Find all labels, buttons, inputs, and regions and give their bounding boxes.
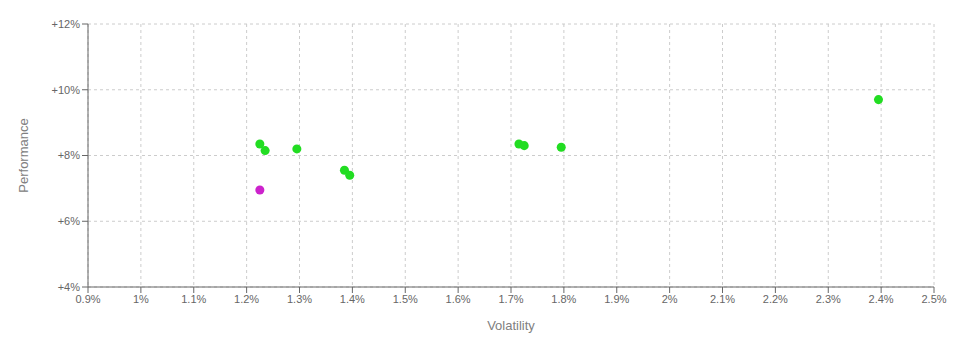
svg-text:2.1%: 2.1% xyxy=(710,293,735,305)
svg-text:Volatility: Volatility xyxy=(487,318,535,333)
svg-text:2%: 2% xyxy=(662,293,678,305)
svg-text:Performance: Performance xyxy=(16,118,31,192)
svg-text:1.4%: 1.4% xyxy=(340,293,365,305)
svg-text:+12%: +12% xyxy=(52,18,81,30)
svg-text:+6%: +6% xyxy=(58,215,81,227)
svg-text:1.6%: 1.6% xyxy=(446,293,471,305)
svg-text:1.2%: 1.2% xyxy=(234,293,259,305)
svg-text:1.8%: 1.8% xyxy=(551,293,576,305)
svg-text:1.9%: 1.9% xyxy=(604,293,629,305)
svg-text:2.4%: 2.4% xyxy=(869,293,894,305)
svg-text:1.1%: 1.1% xyxy=(181,293,206,305)
svg-text:1.3%: 1.3% xyxy=(287,293,312,305)
svg-text:2.2%: 2.2% xyxy=(763,293,788,305)
svg-text:1.5%: 1.5% xyxy=(393,293,418,305)
svg-text:+4%: +4% xyxy=(58,281,81,293)
svg-text:+8%: +8% xyxy=(58,149,81,161)
svg-text:0.9%: 0.9% xyxy=(75,293,100,305)
svg-text:1.7%: 1.7% xyxy=(498,293,523,305)
svg-text:2.5%: 2.5% xyxy=(921,293,946,305)
svg-text:1%: 1% xyxy=(133,293,149,305)
svg-text:2.3%: 2.3% xyxy=(816,293,841,305)
svg-text:+10%: +10% xyxy=(52,84,81,96)
